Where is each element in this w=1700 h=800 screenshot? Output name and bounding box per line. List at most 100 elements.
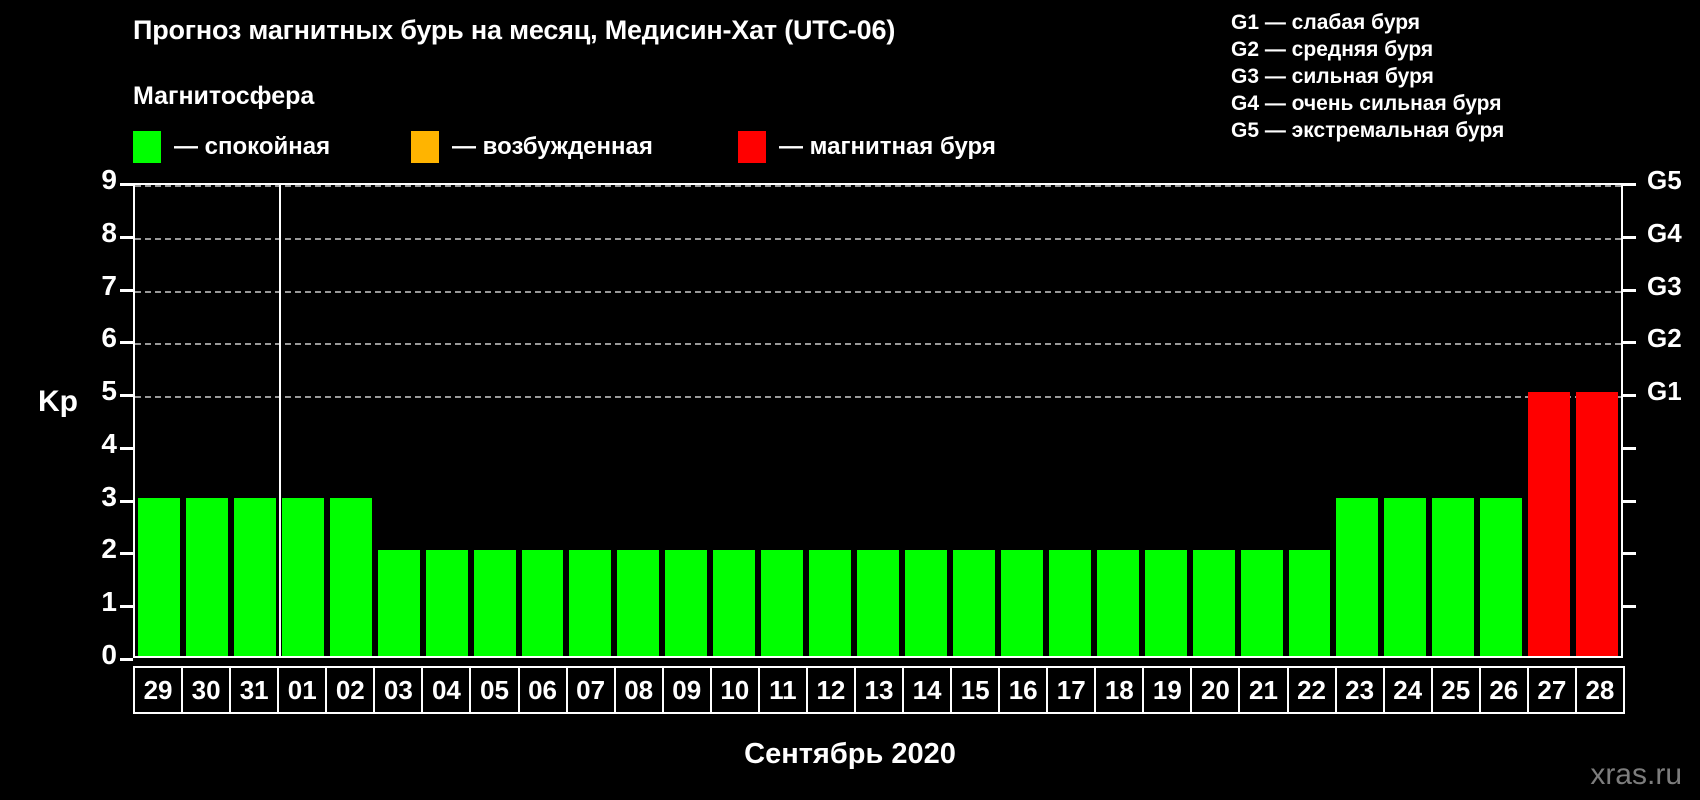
day-label-25: 25 [1430,666,1481,714]
y-tick-mark-0 [120,658,133,661]
day-label-04: 04 [421,666,472,714]
gridline-kp-5 [135,396,1621,399]
y-tick-mark-4 [120,446,133,450]
day-label-27: 27 [1526,666,1577,714]
bar-day-10 [713,550,756,656]
bar-day-11 [761,550,804,656]
day-label-05: 05 [469,666,520,714]
day-label-10: 10 [709,666,760,714]
bar-day-23 [1336,497,1379,656]
bar-day-20 [1192,550,1235,656]
gridline-kp-9 [135,185,1621,187]
day-label-26: 26 [1478,666,1529,714]
g-tick-mark-g5 [1623,183,1636,186]
bar-cell [1381,185,1429,656]
bar-day-03 [377,550,420,656]
bar-day-21 [1240,550,1283,656]
g-tick-mark-minor-2 [1623,552,1636,556]
bar-day-24 [1384,497,1427,656]
bar-cell [135,185,183,656]
bar-cell [1190,185,1238,656]
bar-cell [902,185,950,656]
bar-day-27 [1528,392,1571,656]
bar-day-04 [425,550,468,656]
bar-cell [423,185,471,656]
bar-day-01 [281,497,324,656]
legend-item-storm-label: — магнитная буря [779,133,996,160]
bar-day-18 [1096,550,1139,656]
g-tick-label-g1: G1 [1647,376,1682,407]
bar-cell [1238,185,1286,656]
bar-cell [950,185,998,656]
bar-day-16 [1000,550,1043,656]
bar-cell [1046,185,1094,656]
bar-day-09 [665,550,708,656]
y-tick-mark-2 [120,552,133,556]
gscale-legend-line-g5: G5 — экстремальная буря [1231,118,1505,142]
bar-day-15 [952,550,995,656]
chart-plot-area [133,183,1623,658]
day-label-30: 30 [181,666,232,714]
bar-cell [566,185,614,656]
y-tick-label-2: 2 [101,533,117,565]
g-tick-mark-minor-4 [1623,446,1636,450]
orange-square-icon [411,131,439,163]
bar-cell [998,185,1046,656]
y-tick-mark-6 [120,341,133,345]
day-label-14: 14 [902,666,953,714]
legend-item-unsettled-label: — возбужденная [452,133,653,160]
day-label-12: 12 [805,666,856,714]
bar-cell [1333,185,1381,656]
g-tick-label-g5: G5 [1647,165,1682,195]
day-label-11: 11 [757,666,808,714]
g-tick-mark-g1 [1623,394,1636,398]
day-label-22: 22 [1286,666,1337,714]
gscale-legend-line-g3: G3 — сильная буря [1231,64,1434,88]
day-label-15: 15 [950,666,1001,714]
legend-item-storm: — магнитная буря [738,130,996,164]
y-tick-mark-9 [120,183,133,186]
bar-day-22 [1288,550,1331,656]
y-tick-mark-3 [120,499,133,503]
watermark: xras.ru [1590,758,1682,791]
day-label-23: 23 [1334,666,1385,714]
y-tick-mark-1 [120,605,133,609]
legend-item-unsettled: — возбужденная [411,130,653,164]
bar-cell [806,185,854,656]
bar-cell [614,185,662,656]
x-axis-title: Сентябрь 2020 [744,738,956,770]
day-label-09: 09 [661,666,712,714]
day-label-02: 02 [325,666,376,714]
legend-item-calm: — спокойная [133,130,330,164]
y-axis-title: Kp [38,385,78,418]
bar-cell [471,185,519,656]
bar-cell [279,185,327,656]
bar-day-30 [185,497,228,656]
bar-day-08 [617,550,660,656]
bar-cell [519,185,567,656]
g-tick-mark-g2 [1623,341,1636,345]
day-label-24: 24 [1382,666,1433,714]
bar-series [135,185,1621,656]
bar-cell [662,185,710,656]
day-label-01: 01 [277,666,328,714]
y-tick-label-5: 5 [101,375,117,407]
bar-day-26 [1480,497,1523,656]
magnetosphere-legend-heading: Магнитосфера [133,82,315,110]
day-label-17: 17 [1046,666,1097,714]
gridline-kp-8 [135,237,1621,240]
bar-day-25 [1432,497,1475,656]
gridline-kp-7 [135,290,1621,293]
y-tick-label-9: 9 [101,164,117,195]
gscale-legend-line-g1: G1 — слабая буря [1231,11,1421,34]
g-tick-label-g3: G3 [1647,270,1682,301]
y-tick-label-8: 8 [101,216,117,248]
legend-item-calm-label: — спокойная [174,133,331,160]
y-tick-mark-7 [120,288,133,292]
green-square-icon [133,131,161,163]
day-label-31: 31 [229,666,280,714]
y-tick-label-0: 0 [101,639,117,670]
y-tick-label-4: 4 [101,427,117,459]
y-tick-label-7: 7 [101,269,117,301]
y-tick-label-3: 3 [101,480,117,512]
